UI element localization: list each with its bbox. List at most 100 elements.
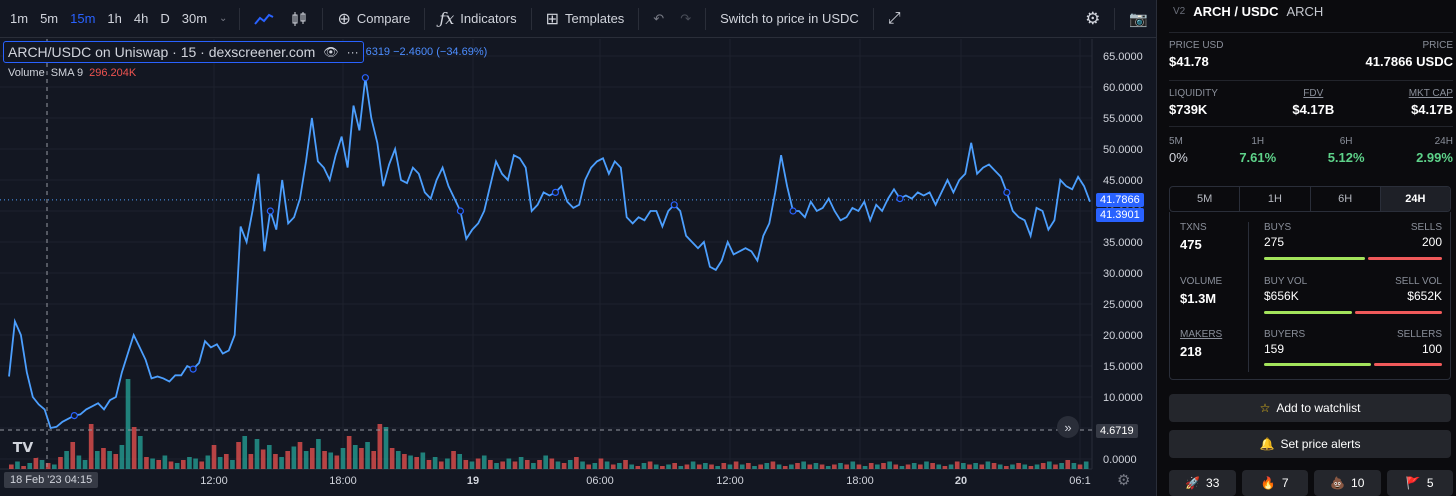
chart-legend: ARCH/USDC on Uniswap · 15 · dexscreener.… [3, 41, 487, 63]
volume-bar [131, 427, 137, 469]
price-value: 41.7866 USDC [1365, 54, 1453, 69]
volume-bar [39, 460, 45, 469]
timeframe-30m[interactable]: 30m [181, 10, 208, 26]
volume-bar [94, 451, 100, 469]
volume-bar [162, 455, 168, 469]
makers-label[interactable]: MAKERS [1180, 329, 1223, 340]
flag-reaction-button[interactable]: 🚩 5 [1386, 470, 1453, 496]
candles-chart-type-icon[interactable] [282, 0, 316, 38]
volume-bar [868, 463, 874, 469]
price-tick-label: 45.0000 [1103, 175, 1143, 187]
sellers-bar [1374, 363, 1442, 366]
settings-gear-icon[interactable]: ⚙ [1085, 8, 1101, 28]
poop-reaction-button[interactable]: 💩 10 [1314, 470, 1381, 496]
time-tick-label: 06:1 [1069, 475, 1090, 487]
grid-icon: ⊞ [545, 10, 560, 28]
volume-value: 296.204K [89, 67, 137, 79]
divider [1169, 32, 1453, 33]
volume-bar [1034, 464, 1040, 469]
timeframe-dropdown-icon[interactable]: ⌄ [219, 12, 228, 24]
volume-bar [137, 436, 143, 469]
buyvol-bar [1264, 311, 1352, 314]
volume-bar [1010, 464, 1015, 469]
price-tick-label: 50.0000 [1103, 144, 1143, 156]
fdv-label[interactable]: FDV [1303, 88, 1324, 99]
mktcap-label[interactable]: MKT CAP [1408, 88, 1453, 99]
volume-bar [715, 466, 720, 469]
timeframe-5m[interactable]: 5m [40, 10, 59, 26]
volume-bar [672, 463, 677, 469]
undo-icon[interactable]: ↶ [653, 10, 665, 26]
timeframe-1m[interactable]: 1m [10, 10, 29, 26]
volume-bar [709, 464, 714, 469]
sellvol-value: $652K [1407, 289, 1442, 303]
price-usd-value: $41.78 [1169, 54, 1209, 69]
add-to-watchlist-button[interactable]: ☆ Add to watchlist [1169, 394, 1451, 422]
buys-label: BUYS [1264, 222, 1292, 233]
timeframe-4h[interactable]: 4h [133, 10, 149, 26]
volume-bar [561, 463, 567, 469]
camera-icon[interactable]: 📷 [1129, 10, 1148, 28]
change-1h-label: 1H [1251, 136, 1265, 147]
switch-price-button[interactable]: Switch to price in USDC [720, 11, 859, 26]
version-badge: V2 [1173, 5, 1186, 17]
change-5m-label: 5M [1169, 136, 1183, 147]
price-change-row: 5M 0% 1H 7.61% 6H 5.12% 24H 2.99% [1169, 136, 1453, 165]
volume-bar [260, 449, 266, 469]
fullscreen-icon[interactable]: ⤢ [887, 9, 901, 27]
liquidity-label: LIQUIDITY [1169, 88, 1218, 99]
volume-bar [678, 466, 684, 469]
buys-value: 275 [1264, 235, 1285, 249]
chart-canvas[interactable]: 65.000060.000055.000050.000045.000040.00… [0, 39, 1156, 496]
volume-bar [1047, 461, 1052, 469]
volume-bar [51, 464, 57, 469]
fire-reaction-button[interactable]: 🔥 7 [1241, 470, 1308, 496]
symbol-title: ARCH/USDC on Uniswap · 15 · dexscreener.… [8, 44, 316, 60]
volume-bar [469, 461, 475, 469]
timeframe-15m[interactable]: 15m [70, 10, 96, 26]
volume-bar [365, 442, 370, 469]
bell-icon: 🔔 [1259, 437, 1275, 451]
buys-sells-row: BUYS 275 SELLS 200 [1264, 222, 1442, 249]
volume-bar [954, 461, 960, 469]
volume-bar [285, 451, 291, 469]
volume-bar [408, 455, 413, 469]
txns-stat: TXNS 475 [1180, 222, 1207, 252]
tradingview-logo[interactable]: 𝗧𝗩 [6, 436, 40, 458]
buyvol-sellvol-bar [1264, 311, 1442, 314]
indicators-button[interactable]: ƒx Indicators [431, 0, 524, 38]
crosshair-price-tag: 4.6719 [1096, 424, 1138, 438]
tab-24h[interactable]: 24H [1380, 187, 1450, 211]
line-chart-type-icon[interactable] [246, 0, 282, 38]
timeframe-1h[interactable]: 1h [107, 10, 122, 26]
axis-settings-icon[interactable]: ⚙ [1117, 472, 1131, 489]
volume-bar [961, 463, 966, 469]
redo-icon[interactable]: ↷ [680, 10, 692, 26]
volume-bar [789, 464, 794, 469]
volume-bar [580, 461, 585, 469]
set-price-alerts-button[interactable]: 🔔 Set price alerts [1169, 430, 1451, 458]
eye-icon[interactable]: 👁 [323, 45, 339, 59]
symbol-legend[interactable]: ARCH/USDC on Uniswap · 15 · dexscreener.… [3, 41, 364, 63]
timeframe-d[interactable]: D [160, 10, 170, 26]
rocket-reaction-button[interactable]: 🚀 33 [1169, 470, 1236, 496]
volume-bar [844, 464, 849, 469]
price-chart[interactable]: 65.000060.000055.000050.000045.000040.00… [0, 39, 1156, 496]
scroll-to-latest-button[interactable]: » [1057, 416, 1079, 438]
fire-count: 7 [1281, 476, 1289, 490]
volume-bar [494, 463, 499, 469]
compare-button[interactable]: ⊕ Compare [329, 0, 418, 38]
tab-1h[interactable]: 1H [1240, 187, 1311, 211]
toolbar-divider [705, 7, 707, 30]
tab-6h[interactable]: 6H [1311, 187, 1381, 211]
trade-marker [266, 207, 274, 215]
liquidity-row: LIQUIDITY $739K FDV $4.17B MKT CAP $4.17… [1169, 88, 1453, 117]
volume-bar [555, 461, 561, 469]
volume-bar [193, 458, 198, 469]
volume-bar [862, 466, 868, 469]
volume-bar [770, 461, 776, 469]
tab-5m[interactable]: 5M [1170, 187, 1241, 211]
buyers-bar [1264, 363, 1371, 366]
templates-button[interactable]: ⊞ Templates [538, 0, 633, 38]
more-options-icon[interactable]: ··· [346, 45, 359, 59]
